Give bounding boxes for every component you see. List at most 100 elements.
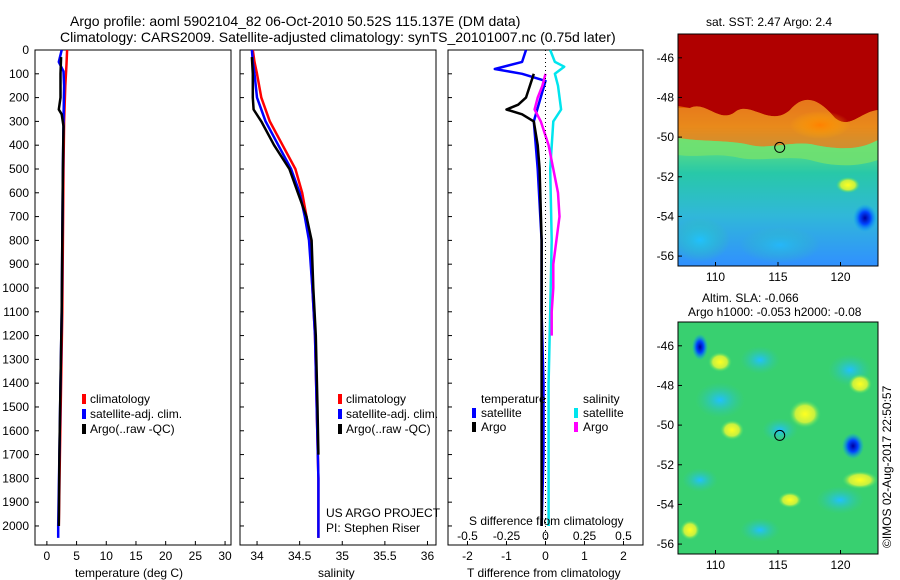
depth-tick-label: 0 <box>22 43 29 57</box>
x-tick-label: 20 <box>159 549 173 563</box>
depth-tick-label: 1200 <box>2 329 29 343</box>
legend-label-temp-argo: Argo <box>481 420 507 434</box>
depth-tick-label: 2000 <box>2 519 29 533</box>
x2-tick-label: 0.25 <box>573 529 597 543</box>
map-x-tick-label: 110 <box>706 270 725 284</box>
sla-map-ticks: 110 115 120 -46 -48 -50 -52 -54 -56 <box>657 339 851 572</box>
sla-map-image <box>678 322 878 554</box>
x-tick-label: 5 <box>73 549 80 563</box>
x-tick-label: -1 <box>501 549 512 563</box>
legend-label-sal-satellite: satellite <box>583 406 624 420</box>
x-tick-label: 34 <box>250 549 264 563</box>
depth-axis-ticks: 0 100 200 300 400 500 600 700 800 900 1000 1100 1200… <box>2 43 29 533</box>
legend-label-argo: Argo(..raw -QC) <box>90 422 175 436</box>
map-x-tick-label: 115 <box>768 270 787 284</box>
depth-tick-label: 600 <box>9 186 29 200</box>
series-line-temperature-argo <box>505 73 543 526</box>
series-line-temperature-satellite <box>493 49 547 527</box>
series-line-argo <box>57 57 65 527</box>
series-line-salinity-satellite <box>547 49 566 526</box>
depth-tick-label: 200 <box>9 91 29 105</box>
legend-label-sal-argo: Argo <box>583 420 609 434</box>
depth-tick-label: 1000 <box>2 281 29 295</box>
difference-xlabel: T difference from climatology <box>467 566 621 580</box>
sst-map-title: sat. SST: 2.47 Argo: 2.4 <box>706 15 832 29</box>
x-tick-label: -2 <box>462 549 473 563</box>
map-y-tick-label: -54 <box>657 497 675 511</box>
legend-swatch-argo <box>82 424 86 434</box>
project-credit: US ARGO PROJECT <box>326 506 441 520</box>
x-tick-label: 30 <box>218 549 232 563</box>
legend-label-satellite: satellite-adj. clim. <box>90 407 182 421</box>
depth-tick-label: 400 <box>9 138 29 152</box>
difference-axis-ticks: -2 -1 0 1 2 -0.5 -0.25 0 0.25 0.5 <box>448 49 632 563</box>
salinity-xlabel: salinity <box>318 566 355 580</box>
map-y-tick-label: -56 <box>657 249 675 263</box>
series-line-argo <box>250 57 320 455</box>
x2-tick-label: -0.5 <box>457 529 478 543</box>
depth-tick-label: 700 <box>9 210 29 224</box>
salinity-legend: climatology satellite-adj. clim. Argo(..… <box>338 392 438 436</box>
header-line1: Argo profile: aoml 5902104_82 06-Oct-201… <box>70 13 520 29</box>
legend-label-temp-satellite: satellite <box>481 406 522 420</box>
x-tick-label: 35 <box>336 549 350 563</box>
depth-tick-label: 1100 <box>3 305 29 319</box>
depth-tick-label: 500 <box>9 162 29 176</box>
legend-swatch-temp-satellite <box>472 408 476 418</box>
map-x-tick-label: 115 <box>768 558 787 572</box>
legend-heading-temperature: temperature <box>481 392 546 406</box>
map-x-tick-label: 120 <box>830 558 850 572</box>
temperature-legend: climatology satellite-adj. clim. Argo(..… <box>82 392 182 436</box>
depth-tick-label: 800 <box>9 233 29 247</box>
legend-swatch-sal-argo <box>574 422 578 432</box>
legend-swatch-argo <box>338 424 342 434</box>
legend-swatch-temp-argo <box>472 422 476 432</box>
sst-map-ticks: 110 115 120 -46 -48 -50 -52 -54 -56 <box>657 51 851 284</box>
depth-tick-label: 1400 <box>2 376 29 390</box>
x-tick-label: 0 <box>542 549 549 563</box>
depth-tick-label: 100 <box>9 67 29 81</box>
temperature-axes-frame <box>34 49 232 546</box>
x-tick-label: 36 <box>421 549 435 563</box>
map-x-tick-label: 110 <box>706 558 725 572</box>
sla-map-subtitle: Argo h1000: -0.053 h2000: -0.08 <box>688 305 862 319</box>
temperature-series <box>56 49 69 538</box>
x2-tick-label: 0 <box>542 529 549 543</box>
x-tick-label: 35.5 <box>373 549 397 563</box>
x-tick-label: 34.5 <box>288 549 312 563</box>
difference-x2label: S difference from climatology <box>469 514 624 528</box>
x-tick-label: 15 <box>129 549 143 563</box>
legend-swatch-climatology <box>338 394 342 404</box>
map-y-tick-label: -46 <box>657 339 675 353</box>
legend-swatch-satellite <box>82 409 86 419</box>
legend-swatch-satellite <box>338 409 342 419</box>
legend-heading-salinity: salinity <box>583 392 620 406</box>
difference-legend: temperature satellite Argo salinity sate… <box>472 392 624 434</box>
sla-float-marker <box>774 429 786 441</box>
series-line-salinity-argo <box>533 73 561 336</box>
x2-tick-label: 0.5 <box>615 529 632 543</box>
pi-credit: PI: Stephen Riser <box>326 521 420 535</box>
map-y-tick-label: -46 <box>657 51 675 65</box>
depth-tick-label: 1800 <box>2 471 29 485</box>
map-y-tick-label: -48 <box>657 90 675 104</box>
map-x-tick-label: 120 <box>830 270 850 284</box>
depth-tick-label: 1500 <box>2 400 29 414</box>
map-y-tick-label: -56 <box>657 537 675 551</box>
map-y-tick-label: -54 <box>657 209 675 223</box>
legend-label-satellite: satellite-adj. clim. <box>346 407 438 421</box>
legend-label-climatology: climatology <box>346 392 406 406</box>
salinity-series <box>250 49 320 538</box>
x-tick-label: 0 <box>44 549 51 563</box>
x-tick-label: 25 <box>189 549 203 563</box>
map-y-tick-label: -48 <box>657 378 675 392</box>
depth-tick-label: 1900 <box>2 495 29 509</box>
map-y-tick-label: -52 <box>657 170 675 184</box>
legend-swatch-sal-satellite <box>574 408 578 418</box>
depth-tick-label: 300 <box>9 114 29 128</box>
temperature-xlabel: temperature (deg C) <box>75 566 183 580</box>
x-tick-label: 2 <box>620 549 627 563</box>
map-y-tick-label: -50 <box>657 418 675 432</box>
difference-series <box>493 49 566 527</box>
